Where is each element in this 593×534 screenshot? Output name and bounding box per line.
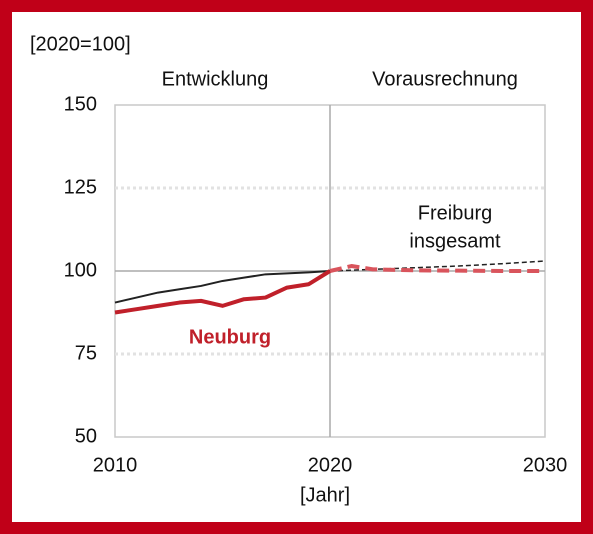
annotation: Freiburg	[418, 202, 492, 224]
series-line	[114, 269, 332, 315]
x-tick-label: 2020	[308, 454, 353, 476]
y-tick-label: 75	[75, 342, 97, 364]
y-tick-label: 125	[64, 176, 97, 198]
y-tick-label: 100	[64, 259, 97, 281]
series-line	[329, 264, 545, 273]
series-line	[114, 270, 331, 304]
annotation: Entwicklung	[162, 68, 269, 90]
x-tick-label: 2030	[523, 454, 568, 476]
y-tick-label: 150	[64, 93, 97, 115]
x-axis-label: [Jahr]	[300, 484, 350, 506]
y-axis-label: [2020=100]	[30, 33, 131, 55]
y-tick-label: 50	[75, 425, 97, 447]
annotation: Vorausrechnung	[372, 68, 518, 90]
annotation: insgesamt	[409, 230, 501, 252]
x-tick-label: 2010	[93, 454, 138, 476]
annotation: Neuburg	[189, 326, 271, 348]
